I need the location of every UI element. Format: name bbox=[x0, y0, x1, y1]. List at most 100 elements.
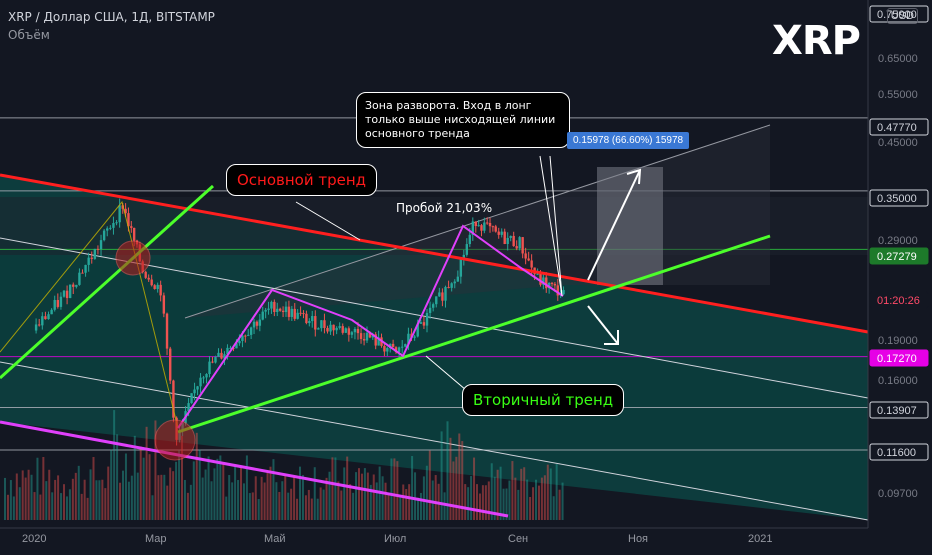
candle-body bbox=[562, 289, 565, 295]
candle-body bbox=[53, 300, 56, 310]
candle-body bbox=[401, 346, 404, 348]
candle-body bbox=[305, 313, 308, 324]
volume-bar bbox=[307, 489, 310, 520]
candle-body bbox=[323, 320, 326, 328]
candle-body bbox=[332, 324, 335, 331]
candle-body bbox=[494, 226, 497, 232]
volume-bar bbox=[15, 473, 18, 520]
candle-body bbox=[296, 312, 299, 319]
secondary-trend-line bbox=[177, 234, 771, 434]
candle-body bbox=[477, 225, 480, 227]
reversal-note: Зона разворота. Вход в лонг только выше … bbox=[356, 92, 570, 148]
candle-body bbox=[456, 276, 460, 282]
volume-bar bbox=[440, 431, 443, 520]
currency-button[interactable]: USD bbox=[886, 8, 918, 24]
zigzag-wave bbox=[177, 224, 564, 429]
volume-bar bbox=[195, 432, 198, 520]
candle-body bbox=[391, 343, 395, 348]
price-tick-label: 0.09700 bbox=[878, 488, 918, 500]
candle-body bbox=[438, 292, 441, 297]
candle-body bbox=[223, 354, 226, 359]
candle-body bbox=[109, 227, 112, 229]
candle-body bbox=[308, 321, 311, 324]
candle-body bbox=[299, 312, 302, 314]
candle-body bbox=[397, 347, 401, 352]
candle-body bbox=[199, 377, 202, 387]
volume-bar bbox=[124, 453, 127, 520]
candle-body bbox=[84, 264, 87, 273]
candle-body bbox=[459, 259, 463, 277]
candle-body bbox=[130, 226, 133, 228]
volume-bar bbox=[287, 492, 290, 520]
volume-bar bbox=[237, 480, 240, 520]
candle-body bbox=[144, 271, 147, 278]
breakout-label: Пробой 21,03% bbox=[396, 201, 493, 215]
volume-bar bbox=[139, 446, 142, 520]
volume-bar bbox=[393, 458, 396, 520]
volume-bar bbox=[464, 484, 467, 520]
volume-bar bbox=[390, 458, 393, 520]
down-arrow-head bbox=[604, 330, 619, 345]
price-tag-box bbox=[869, 443, 929, 461]
volume-bar bbox=[39, 494, 42, 520]
candle-body bbox=[480, 225, 483, 231]
volume-bar bbox=[381, 476, 384, 520]
volume-bar bbox=[122, 470, 124, 520]
volume-bar bbox=[529, 496, 532, 520]
volume-bar bbox=[9, 480, 12, 520]
price-tag-label: 01:20:26 bbox=[877, 295, 920, 307]
candle-body bbox=[353, 328, 357, 333]
candle-body bbox=[162, 295, 166, 314]
volume-bar bbox=[458, 433, 461, 520]
candle-body bbox=[65, 290, 69, 299]
volume-bar bbox=[133, 435, 136, 520]
volume-bar bbox=[281, 481, 284, 520]
candle-body bbox=[497, 231, 500, 235]
candle-body bbox=[172, 380, 175, 418]
candle-body bbox=[93, 248, 97, 259]
volume-bar bbox=[33, 492, 36, 520]
candle-body bbox=[485, 222, 489, 224]
candle-body bbox=[356, 328, 360, 334]
volume-bar bbox=[349, 484, 352, 520]
volume-bar bbox=[104, 488, 107, 520]
volume-bar bbox=[369, 484, 372, 520]
volume-bar bbox=[478, 493, 481, 520]
candle-body bbox=[550, 282, 554, 284]
candle-body bbox=[202, 377, 205, 379]
measure-tag[interactable]: 0.15978 (66.60%) 15978 bbox=[567, 132, 690, 149]
price-tag-label: 0.11600 bbox=[877, 447, 916, 459]
candle-body bbox=[341, 326, 344, 333]
candle-body bbox=[553, 283, 557, 286]
candle-body bbox=[244, 335, 247, 337]
candle-body bbox=[407, 333, 410, 345]
volume-bar bbox=[408, 484, 411, 520]
candle-body bbox=[255, 321, 259, 326]
volume-bar bbox=[537, 485, 540, 520]
volume-bar bbox=[266, 470, 269, 520]
candle-body bbox=[56, 300, 60, 307]
candle-body bbox=[193, 389, 196, 394]
volume-bar bbox=[316, 498, 319, 520]
candle-body bbox=[153, 285, 156, 289]
volume-bar bbox=[127, 481, 130, 520]
time-tick-label: Ноя bbox=[628, 533, 648, 545]
volume-bar bbox=[163, 474, 166, 520]
candle-body bbox=[270, 301, 273, 309]
volume-bar bbox=[18, 487, 21, 520]
time-axis-bg bbox=[0, 528, 932, 550]
candle-body bbox=[252, 321, 256, 328]
time-tick-label: Июл bbox=[384, 533, 406, 545]
volume-bar bbox=[384, 482, 387, 520]
candle-body bbox=[413, 336, 416, 338]
candle-body bbox=[444, 286, 447, 301]
volume-bar bbox=[508, 480, 511, 520]
candle-body bbox=[156, 284, 159, 289]
candle-body bbox=[503, 231, 506, 245]
candle-body bbox=[435, 296, 438, 305]
candle-body bbox=[59, 296, 63, 307]
volume-bar bbox=[467, 487, 470, 520]
volume-bar bbox=[405, 489, 408, 520]
